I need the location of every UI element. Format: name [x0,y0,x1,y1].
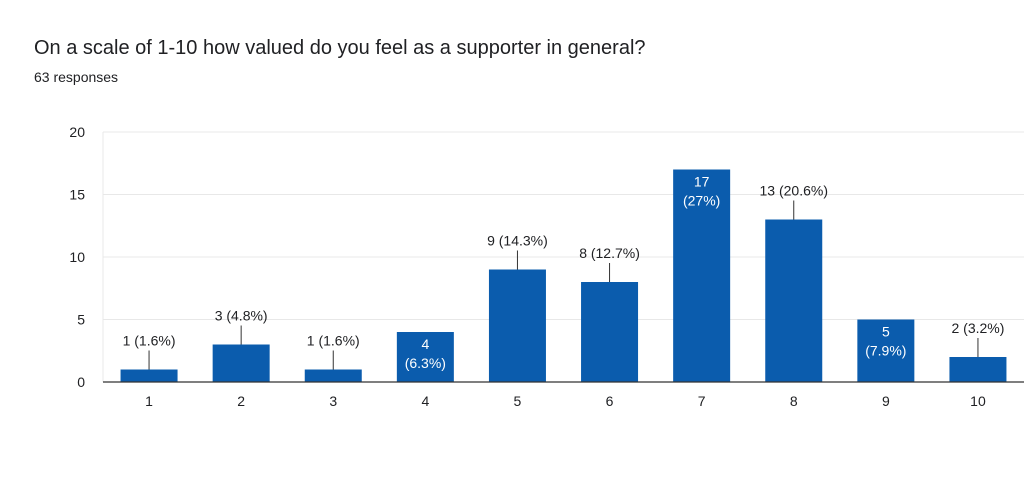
bar [765,219,823,382]
bar [304,369,362,382]
x-tick-label: 3 [329,393,337,409]
x-tick-label: 6 [606,393,614,409]
data-label: 9 (14.3%) [487,233,548,249]
bar [212,344,270,382]
data-label: 2 (3.2%) [951,320,1004,336]
data-label: 4 [421,336,429,352]
data-label: 1 (1.6%) [123,333,176,349]
data-label: 5 [882,324,890,340]
data-label: (6.3%) [405,355,446,371]
data-label: (27%) [683,193,720,209]
y-tick-label: 10 [69,249,85,265]
data-label: (7.9%) [865,343,906,359]
bar [949,357,1007,382]
data-label: 1 (1.6%) [307,333,360,349]
bar [120,369,178,382]
y-tick-label: 0 [77,374,85,390]
data-label: 17 [694,174,710,190]
y-tick-label: 20 [69,124,85,140]
response-count: 63 responses [34,69,119,85]
x-tick-label: 2 [237,393,245,409]
y-tick-label: 15 [69,187,85,203]
y-tick-label: 5 [77,312,85,328]
x-tick-label: 8 [790,393,798,409]
data-label: 13 (20.6%) [760,183,828,199]
x-tick-label: 10 [970,393,986,409]
x-tick-label: 5 [514,393,522,409]
data-label: 3 (4.8%) [215,308,268,324]
chart-title: On a scale of 1-10 how valued do you fee… [34,37,646,59]
bar [673,169,731,382]
bar [581,282,639,382]
x-tick-label: 4 [421,393,429,409]
x-tick-label: 9 [882,393,890,409]
bar [396,332,454,382]
x-tick-label: 1 [145,393,153,409]
bar [857,319,915,382]
data-label: 8 (12.7%) [579,245,640,261]
x-tick-label: 7 [698,393,706,409]
bar [488,269,546,382]
